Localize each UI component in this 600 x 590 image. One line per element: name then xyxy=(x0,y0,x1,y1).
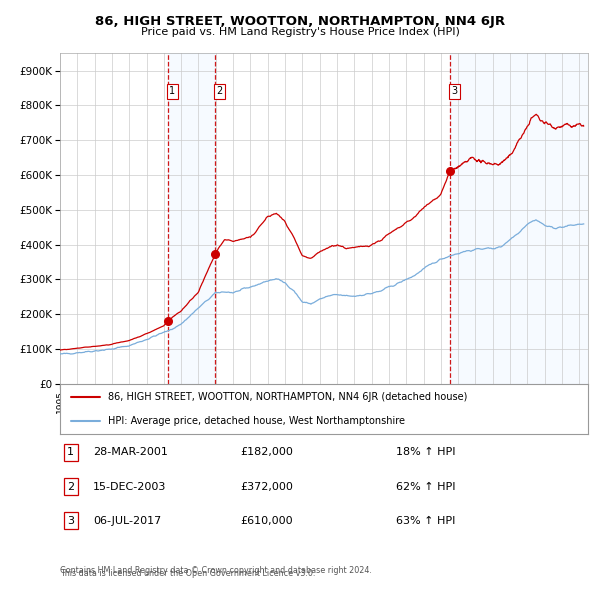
Text: £372,000: £372,000 xyxy=(240,481,293,491)
Bar xyxy=(449,53,588,384)
Text: 18% ↑ HPI: 18% ↑ HPI xyxy=(396,447,455,457)
Text: 3: 3 xyxy=(451,86,457,96)
Bar xyxy=(168,53,215,384)
Text: 28-MAR-2001: 28-MAR-2001 xyxy=(93,447,168,457)
Text: 86, HIGH STREET, WOOTTON, NORTHAMPTON, NN4 6JR: 86, HIGH STREET, WOOTTON, NORTHAMPTON, N… xyxy=(95,15,505,28)
Text: 2: 2 xyxy=(67,481,74,491)
Text: £182,000: £182,000 xyxy=(240,447,293,457)
Text: HPI: Average price, detached house, West Northamptonshire: HPI: Average price, detached house, West… xyxy=(107,415,404,425)
Text: 1: 1 xyxy=(169,86,175,96)
Text: 86, HIGH STREET, WOOTTON, NORTHAMPTON, NN4 6JR (detached house): 86, HIGH STREET, WOOTTON, NORTHAMPTON, N… xyxy=(107,392,467,402)
Text: This data is licensed under the Open Government Licence v3.0.: This data is licensed under the Open Gov… xyxy=(60,569,316,578)
Text: 1: 1 xyxy=(67,447,74,457)
Text: 63% ↑ HPI: 63% ↑ HPI xyxy=(396,516,455,526)
Text: 06-JUL-2017: 06-JUL-2017 xyxy=(93,516,161,526)
Text: 62% ↑ HPI: 62% ↑ HPI xyxy=(396,481,455,491)
Text: 2: 2 xyxy=(217,86,223,96)
Text: Price paid vs. HM Land Registry's House Price Index (HPI): Price paid vs. HM Land Registry's House … xyxy=(140,27,460,37)
Text: 3: 3 xyxy=(67,516,74,526)
Text: 15-DEC-2003: 15-DEC-2003 xyxy=(93,481,166,491)
Text: £610,000: £610,000 xyxy=(240,516,293,526)
Text: Contains HM Land Registry data © Crown copyright and database right 2024.: Contains HM Land Registry data © Crown c… xyxy=(60,566,372,575)
